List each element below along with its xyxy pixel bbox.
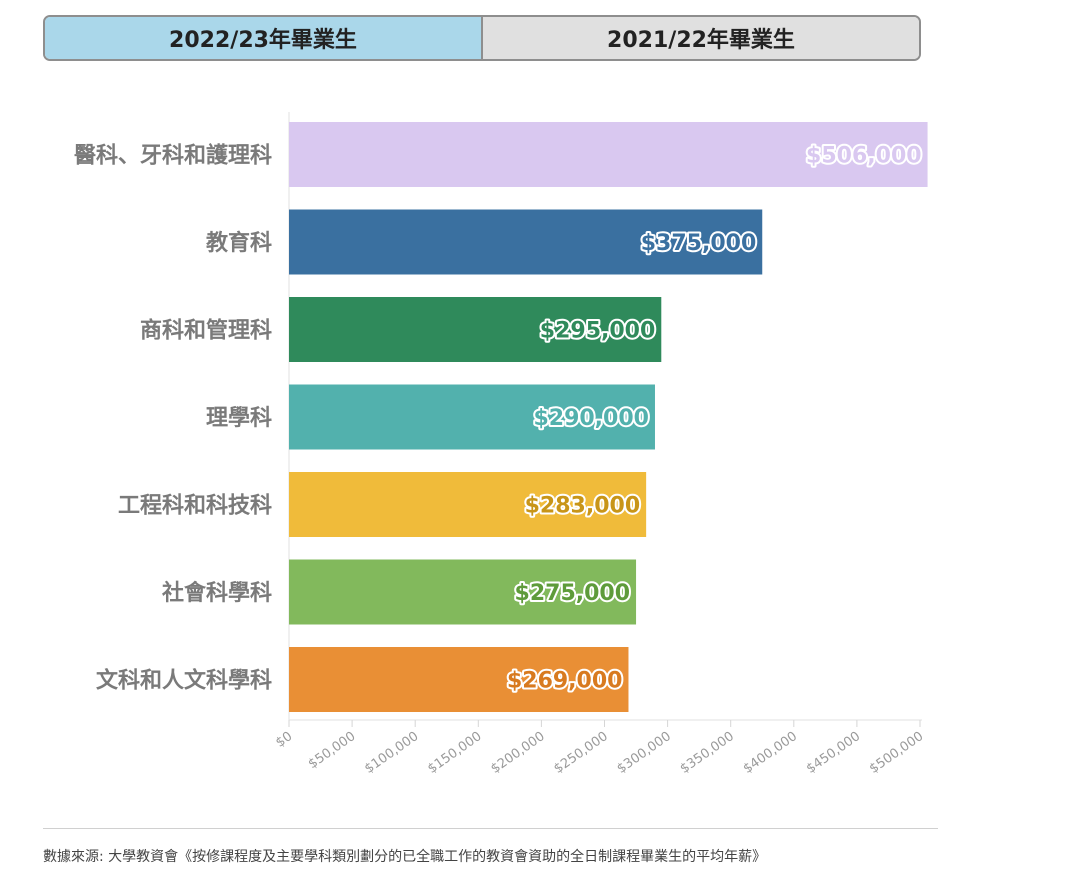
x-tick-label: $350,000 bbox=[678, 729, 737, 777]
x-tick-label: $100,000 bbox=[362, 729, 421, 777]
tab-2022-23[interactable]: 2022/23年畢業生 bbox=[45, 17, 481, 59]
x-tick-label: $150,000 bbox=[425, 729, 484, 777]
data-label: $283,000 bbox=[525, 494, 641, 519]
bar bbox=[289, 297, 662, 362]
source-divider bbox=[43, 828, 938, 829]
bar bbox=[289, 559, 637, 625]
data-label: $269,000 bbox=[507, 669, 623, 694]
x-tick-label: $300,000 bbox=[614, 729, 673, 777]
year-tab-bar: 2022/23年畢業生 2021/22年畢業生 bbox=[43, 15, 921, 61]
bar bbox=[289, 122, 928, 187]
category-label: 工程科和科技科 bbox=[118, 494, 272, 519]
x-tick-label: $400,000 bbox=[741, 729, 800, 777]
x-tick-label: $250,000 bbox=[551, 729, 610, 777]
x-tick-label: $500,000 bbox=[867, 729, 926, 777]
salary-bar-chart: 醫科、牙科和護理科 $506,000 教育科 $375,000 商科和管理科 $295,0… bbox=[74, 112, 928, 777]
bar bbox=[289, 209, 763, 275]
x-tick-label: $50,000 bbox=[306, 729, 359, 772]
category-label: 商科和管理科 bbox=[140, 318, 272, 344]
x-tick-label: $200,000 bbox=[488, 729, 547, 777]
category-label: 文科和人文科學科 bbox=[96, 668, 272, 694]
data-label: $295,000 bbox=[540, 319, 656, 344]
x-tick-label: $450,000 bbox=[804, 729, 863, 777]
tab-2021-22[interactable]: 2021/22年畢業生 bbox=[481, 17, 919, 59]
category-label: 社會科學科 bbox=[162, 580, 272, 606]
bar bbox=[289, 384, 655, 450]
data-label: $275,000 bbox=[515, 581, 631, 606]
data-label: $375,000 bbox=[641, 231, 757, 256]
source-note: 數據來源: 大學教資會《按修課程度及主要學科類別劃分的已全職工作的教資會資助的全… bbox=[43, 849, 767, 865]
category-label: 理學科 bbox=[206, 405, 272, 431]
bar bbox=[289, 647, 629, 712]
data-label: $506,000 bbox=[806, 144, 922, 169]
category-label: 教育科 bbox=[206, 230, 272, 256]
bar bbox=[289, 472, 647, 537]
category-label: 醫科、牙科和護理科 bbox=[74, 143, 272, 169]
x-tick-label: $0 bbox=[273, 729, 295, 751]
data-label: $290,000 bbox=[533, 406, 649, 431]
